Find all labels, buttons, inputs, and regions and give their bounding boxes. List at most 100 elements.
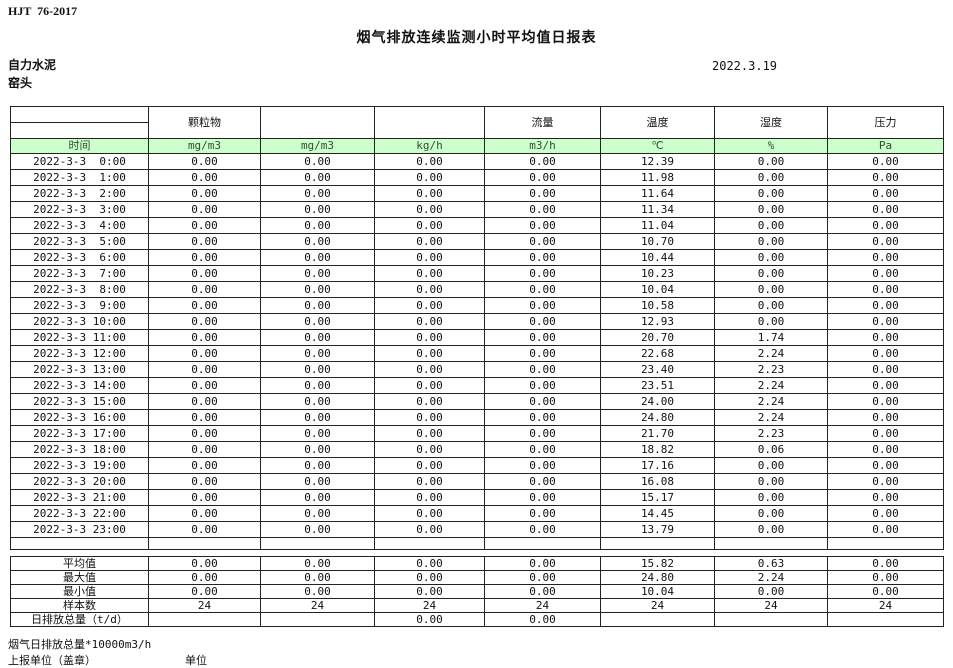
value-cell: 24.00 <box>600 393 715 410</box>
value-cell: 0.00 <box>827 457 944 474</box>
summary-value-cell: 0.00 <box>374 612 485 627</box>
summary-value-cell: 0.00 <box>484 584 601 599</box>
report-unit-label: 上报单位（盖章） <box>8 654 96 667</box>
value-cell: 0.00 <box>827 281 944 298</box>
summary-value-cell: 2.24 <box>714 570 828 585</box>
value-cell: 17.16 <box>600 457 715 474</box>
time-cell: 2022-3-3 15:00 <box>10 393 149 410</box>
summary-value-cell: 0.00 <box>374 556 485 571</box>
unit-row: 时间 mg/m3 mg/m3 kg/h m3/h ℃% Pa <box>10 138 944 154</box>
value-cell: 0.00 <box>484 377 601 394</box>
unit-cell: mg/m3 <box>148 138 261 154</box>
value-cell: 0.00 <box>260 393 375 410</box>
data-row: 2022-3-3 7:00 0.00 0.00 0.00 0.00 10.23 0.00 0.… <box>10 265 944 282</box>
value-cell: 0.00 <box>374 441 485 458</box>
data-row: 2022-3-3 11:00 0.00 0.00 0.00 0.00 20.70 1.74 0… <box>10 329 944 346</box>
time-cell: 2022-3-3 5:00 <box>10 233 149 250</box>
value-cell: 0.00 <box>484 473 601 490</box>
time-cell: 2022-3-3 16:00 <box>10 409 149 426</box>
value-cell: 0.00 <box>374 297 485 314</box>
value-cell: 2.24 <box>714 409 828 426</box>
value-cell: 0.00 <box>148 297 261 314</box>
time-cell: 2022-3-3 8:00 <box>10 281 149 298</box>
summary-value-cell: 0.00 <box>484 612 601 627</box>
value-cell: 10.58 <box>600 297 715 314</box>
header-time-lower-cell <box>10 122 149 139</box>
value-cell: 0.00 <box>827 329 944 346</box>
value-cell: 11.04 <box>600 217 715 234</box>
value-cell: 0.00 <box>148 361 261 378</box>
group-header-cell: 流量 <box>484 106 601 139</box>
value-cell: 0.00 <box>260 297 375 314</box>
empty-cell <box>260 537 375 550</box>
data-row: 2022-3-3 19:00 0.00 0.00 0.00 0.00 17.16 0.00 0… <box>10 457 944 474</box>
empty-row <box>10 537 944 550</box>
time-cell: 2022-3-3 13:00 <box>10 361 149 378</box>
summary-value-cell: 0.00 <box>484 570 601 585</box>
value-cell: 0.00 <box>260 249 375 266</box>
value-cell: 0.00 <box>148 265 261 282</box>
value-cell: 0.00 <box>484 489 601 506</box>
value-cell: 11.98 <box>600 169 715 186</box>
value-cell: 23.40 <box>600 361 715 378</box>
value-cell: 2.24 <box>714 377 828 394</box>
value-cell: 0.00 <box>827 489 944 506</box>
value-cell: 0.00 <box>260 361 375 378</box>
value-cell: 0.00 <box>827 409 944 426</box>
value-cell: 0.00 <box>827 153 944 170</box>
value-cell: 0.00 <box>484 409 601 426</box>
value-cell: 0.00 <box>374 409 485 426</box>
summary-value-cell: 0.00 <box>827 584 944 599</box>
value-cell: 0.00 <box>260 441 375 458</box>
time-cell: 2022-3-3 21:00 <box>10 489 149 506</box>
summary-value-cell: 10.04 <box>600 584 715 599</box>
value-cell: 0.00 <box>374 393 485 410</box>
summary-value-cell: 0.63 <box>714 556 828 571</box>
summary-value-cell: 24 <box>260 598 375 613</box>
summary-value-cell: 0.00 <box>827 556 944 571</box>
value-cell: 0.00 <box>374 265 485 282</box>
value-cell: 0.00 <box>484 153 601 170</box>
summary-value-cell: 0.00 <box>260 570 375 585</box>
value-cell: 0.00 <box>148 441 261 458</box>
value-cell: 2.24 <box>714 345 828 362</box>
value-cell: 0.00 <box>260 521 375 538</box>
value-cell: 0.00 <box>484 281 601 298</box>
total-emission-note: 烟气日排放总量*10000m3/h <box>8 638 152 651</box>
value-cell: 0.00 <box>374 217 485 234</box>
time-cell: 2022-3-3 9:00 <box>10 297 149 314</box>
data-row: 2022-3-3 8:00 0.00 0.00 0.00 0.00 10.04 0.00 0.… <box>10 281 944 298</box>
main-table: 颗粒物 流量 温度 湿度 压力 时间 mg/m3 mg/m3 kg/h m3/h ℃% Pa 2022-… <box>10 106 944 550</box>
group-header-cell: 压力 <box>827 106 944 139</box>
value-cell: 0.00 <box>260 233 375 250</box>
value-cell: 0.00 <box>148 281 261 298</box>
value-cell: 0.00 <box>148 377 261 394</box>
value-cell: 0.00 <box>148 393 261 410</box>
value-cell: 0.00 <box>484 345 601 362</box>
value-cell: 10.23 <box>600 265 715 282</box>
value-cell: 12.39 <box>600 153 715 170</box>
summary-value-cell: 0.00 <box>148 570 261 585</box>
footer-line: 上报单位（盖章） 单位 <box>8 652 207 668</box>
summary-value-cell: 0.00 <box>260 556 375 571</box>
data-row: 2022-3-3 15:00 0.00 0.00 0.00 0.00 24.00 2.24 0… <box>10 393 944 410</box>
time-cell: 2022-3-3 14:00 <box>10 377 149 394</box>
summary-value-cell <box>148 612 261 627</box>
empty-cell <box>827 537 944 550</box>
summary-value-cell: 24.80 <box>600 570 715 585</box>
data-row: 2022-3-3 4:00 0.00 0.00 0.00 0.00 11.04 0.00 0.… <box>10 217 944 234</box>
unit-cell: m3/h <box>484 138 601 154</box>
value-cell: 0.00 <box>484 505 601 522</box>
value-cell: 0.00 <box>827 345 944 362</box>
unit-cell: % <box>714 138 828 154</box>
data-row: 2022-3-3 22:00 0.00 0.00 0.00 0.00 14.45 0.00 0… <box>10 505 944 522</box>
value-cell: 0.00 <box>714 233 828 250</box>
time-cell: 2022-3-3 0:00 <box>10 153 149 170</box>
summary-value-cell: 0.00 <box>714 584 828 599</box>
summary-value-cell <box>600 612 715 627</box>
value-cell: 0.00 <box>714 457 828 474</box>
value-cell: 11.64 <box>600 185 715 202</box>
time-cell: 2022-3-3 22:00 <box>10 505 149 522</box>
value-cell: 15.17 <box>600 489 715 506</box>
value-cell: 0.00 <box>260 281 375 298</box>
